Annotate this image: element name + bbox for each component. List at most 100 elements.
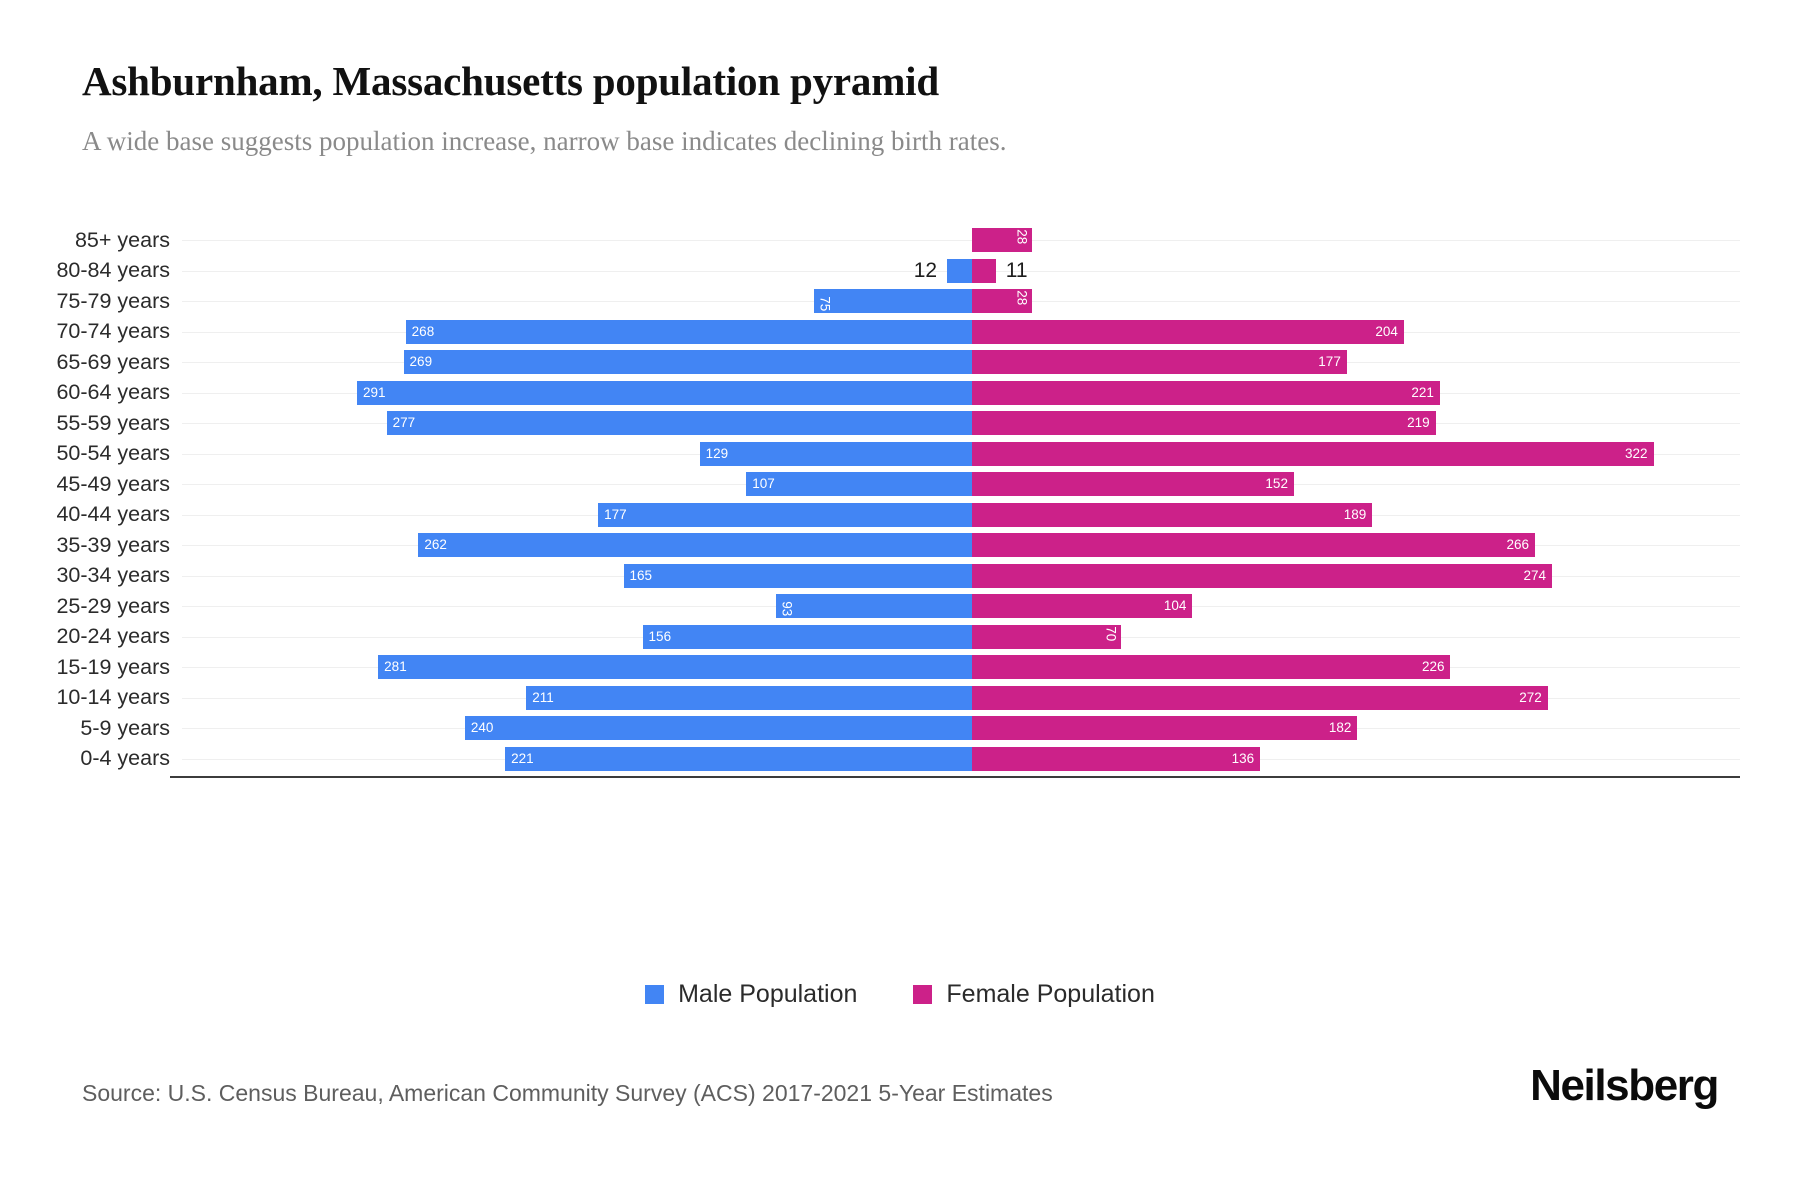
legend-item-female[interactable]: Female Population (913, 980, 1155, 1009)
gridline (182, 240, 1740, 242)
pyramid-row: 65-69 years 269 177 (0, 347, 1800, 378)
female-bar[interactable]: 274 (972, 563, 1552, 588)
row-track: 269 177 (182, 347, 1800, 378)
bars-group: 268 204 (182, 317, 1800, 348)
pyramid-row: 10-14 years 211 272 (0, 683, 1800, 714)
bars-group: 277 219 (182, 408, 1800, 439)
female-bar[interactable]: 219 (972, 411, 1436, 435)
female-bar[interactable]: 272 (972, 685, 1548, 710)
male-swatch-icon (645, 985, 665, 1004)
age-group-label: 15-19 years (56, 654, 170, 679)
male-bar[interactable]: 211 (526, 685, 973, 710)
male-bar[interactable]: 269 (403, 350, 973, 374)
male-bar[interactable]: 268 (405, 319, 973, 344)
male-bar-value: 165 (629, 567, 653, 583)
baseline-axis (170, 776, 1740, 778)
male-bar[interactable]: 165 (623, 563, 973, 588)
male-bar[interactable]: 129 (699, 441, 973, 466)
female-bar[interactable]: 189 (972, 502, 1373, 527)
male-bar[interactable]: 262 (418, 533, 973, 557)
pyramid-row: 20-24 years 156 70 (0, 622, 1800, 653)
pyramid-row: 45-49 years 107 152 (0, 469, 1800, 500)
female-bar-value: 322 (1624, 445, 1648, 461)
pyramid-row: 85+ years 28 (0, 225, 1800, 256)
age-group-label: 70-74 years (56, 319, 170, 344)
male-bar-value: 291 (363, 384, 386, 400)
female-bar[interactable]: 322 (972, 441, 1654, 466)
row-track: 277 219 (182, 408, 1800, 439)
legend-item-male[interactable]: Male Population (645, 980, 857, 1009)
female-bar[interactable]: 182 (972, 716, 1358, 740)
male-bar-value: 107 (752, 476, 775, 492)
male-bar-value: 221 (511, 750, 534, 766)
bars-group: 240 182 (182, 713, 1800, 744)
population-pyramid-chart: 85+ years 28 80-84 years 12 11 75-79 years 75 2… (0, 225, 1800, 778)
pyramid-row: 25-29 years 93 104 (0, 591, 1800, 622)
female-bar[interactable]: 152 (972, 472, 1294, 496)
female-bar-value: 219 (1407, 415, 1430, 431)
female-bar[interactable]: 204 (972, 319, 1404, 344)
age-group-label: 10-14 years (56, 685, 170, 710)
male-bar-value: 240 (470, 720, 494, 736)
male-bar[interactable]: 93 (775, 594, 973, 618)
female-bar-value: 204 (1375, 323, 1398, 339)
age-group-label: 25-29 years (56, 593, 170, 618)
male-bar-value: 156 (648, 628, 672, 644)
female-bar[interactable]: 221 (972, 380, 1440, 405)
male-bar-value: 269 (409, 354, 433, 370)
bars-group: 107 152 (182, 469, 1800, 500)
row-track: 211 272 (182, 683, 1800, 714)
female-bar-value: 104 (1163, 598, 1187, 614)
brand-logo: Neilsberg (1530, 1061, 1719, 1110)
female-bar[interactable]: 28 (972, 289, 1032, 313)
row-track: 12 11 (182, 256, 1800, 287)
male-bar[interactable]: 12 (914, 258, 973, 283)
male-bar-value: 12 (913, 259, 938, 282)
pyramid-row: 75-79 years 75 28 (0, 286, 1800, 317)
male-bar-value: 177 (604, 506, 627, 522)
bars-group: 12 11 (182, 256, 1800, 287)
female-bar-value: 272 (1519, 689, 1542, 705)
female-bar[interactable]: 104 (972, 594, 1193, 618)
female-bar[interactable]: 266 (972, 533, 1536, 557)
female-bar[interactable]: 28 (972, 228, 1032, 252)
row-track: 75 28 (182, 286, 1800, 317)
female-bar[interactable]: 11 (972, 258, 1028, 283)
age-group-label: 50-54 years (56, 441, 170, 466)
chart-rows: 85+ years 28 80-84 years 12 11 75-79 years 75 2… (0, 225, 1800, 774)
male-bar-value: 75 (817, 296, 833, 312)
male-bar[interactable]: 75 (813, 289, 973, 313)
male-bar[interactable]: 221 (505, 746, 973, 771)
pyramid-row: 60-64 years 291 221 (0, 378, 1800, 409)
female-bar[interactable]: 70 (972, 624, 1121, 649)
female-swatch-icon (913, 985, 933, 1004)
female-bar-value: 274 (1523, 567, 1546, 583)
row-track: 156 70 (182, 622, 1800, 653)
male-bar[interactable]: 156 (642, 624, 973, 649)
female-bar-value: 152 (1265, 476, 1288, 492)
source-note: Source: U.S. Census Bureau, American Com… (82, 1079, 1053, 1106)
legend-label-female: Female Population (946, 980, 1155, 1008)
male-bar[interactable]: 177 (598, 502, 973, 527)
female-bar[interactable]: 136 (972, 746, 1261, 771)
male-bar[interactable]: 281 (378, 655, 973, 679)
female-bar-value: 28 (1013, 229, 1029, 245)
female-bar-value: 177 (1318, 354, 1341, 370)
male-bar[interactable]: 107 (746, 472, 973, 496)
age-group-label: 35-39 years (56, 532, 170, 557)
chart-footer: Source: U.S. Census Bureau, American Com… (0, 1061, 1800, 1111)
row-track: 165 274 (182, 561, 1800, 592)
bars-group: 262 266 (182, 530, 1800, 561)
row-track: 240 182 (182, 713, 1800, 744)
male-bar[interactable]: 291 (357, 380, 973, 405)
male-bar[interactable]: 240 (464, 716, 973, 740)
female-bar[interactable]: 226 (972, 655, 1451, 679)
row-track: 262 266 (182, 530, 1800, 561)
age-group-label: 65-69 years (56, 349, 170, 374)
pyramid-row: 30-34 years 165 274 (0, 561, 1800, 592)
age-group-label: 0-4 years (80, 746, 170, 771)
male-bar[interactable]: 277 (386, 411, 973, 435)
female-bar-value: 266 (1506, 537, 1530, 553)
female-bar[interactable]: 177 (972, 350, 1347, 374)
pyramid-row: 50-54 years 129 322 (0, 439, 1800, 470)
